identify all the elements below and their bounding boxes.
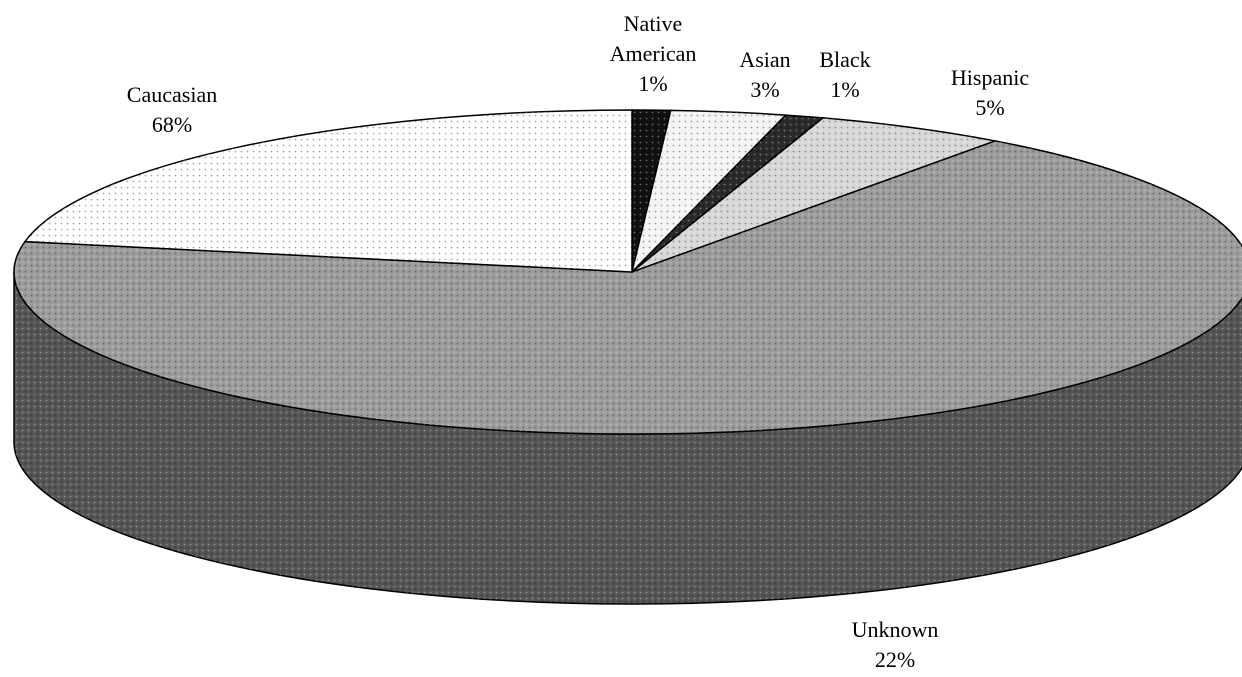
category-label: Unknown [851, 617, 939, 642]
slice-texture [632, 110, 786, 272]
value-label: 1% [830, 77, 860, 102]
category-label: Hispanic [950, 65, 1030, 90]
slice-texture [24, 110, 633, 272]
slice-side-texture [14, 272, 1242, 604]
value-label: 3% [750, 77, 780, 102]
slice-label: Unknown 22% [852, 615, 939, 675]
slice-label: Caucasian 68% [127, 80, 217, 140]
category-label: Caucasian [126, 82, 218, 107]
slice-label: Native American 1% [597, 9, 709, 99]
category-label: Native American [609, 11, 697, 66]
slice-label: Hispanic 5% [951, 63, 1029, 123]
slice-label: Asian 3% [739, 45, 790, 105]
value-label: 68% [151, 112, 193, 137]
value-label: 22% [874, 647, 916, 672]
category-label: Black [819, 47, 871, 72]
slice-texture [14, 140, 1242, 434]
value-label: 1% [638, 71, 668, 96]
category-label: Asian [739, 47, 791, 72]
slice-label: Black 1% [819, 45, 870, 105]
slice-texture [632, 117, 996, 273]
value-label: 5% [975, 95, 1005, 120]
